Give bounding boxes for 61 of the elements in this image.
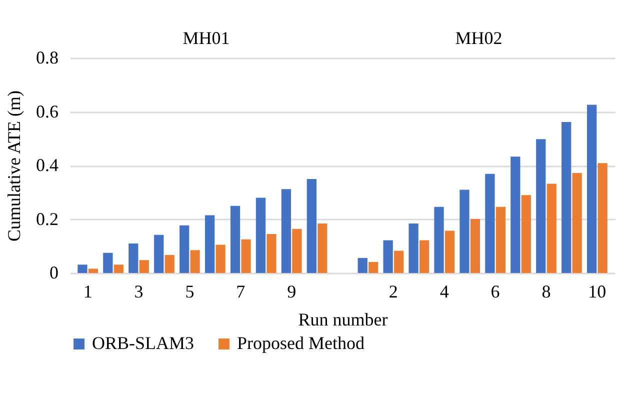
bar [180, 225, 190, 273]
y-tick-label: 0.2 [36, 208, 58, 229]
text: MH02 [455, 28, 502, 48]
bar [485, 174, 495, 273]
x-tick-label: 3 [134, 282, 144, 302]
legend-label: Proposed Method [237, 333, 364, 353]
bar [292, 228, 302, 273]
x-tick-label: 2 [388, 282, 398, 302]
bar [103, 252, 113, 273]
bar [139, 260, 149, 273]
bar [78, 264, 88, 273]
y-tick-label: 0 [50, 262, 58, 282]
bar [114, 264, 124, 273]
bar [204, 215, 215, 273]
x-tick-label: 5 [185, 282, 194, 302]
x-tick-label: 8 [542, 282, 551, 302]
legend-label: ORB-SLAM3 [92, 333, 194, 353]
text: MH01 [182, 28, 230, 48]
bar [216, 244, 226, 273]
bar [598, 163, 608, 273]
bar [586, 104, 597, 273]
bar [444, 230, 455, 273]
bar [368, 262, 378, 273]
x-tick-label: 7 [236, 282, 246, 302]
bar [306, 178, 316, 273]
bar [496, 206, 506, 273]
bar [408, 224, 418, 273]
bar [230, 206, 240, 273]
bar [164, 254, 174, 273]
bar [154, 234, 164, 273]
bar [190, 250, 200, 273]
bar [394, 250, 404, 273]
bar [536, 139, 546, 273]
y-tick-label: 0.4 [36, 155, 58, 175]
bar [281, 189, 292, 273]
bar [434, 206, 444, 273]
x-tick-label: 10 [588, 282, 606, 302]
bar [470, 218, 480, 273]
x-axis-title: Run number [298, 310, 388, 330]
bar [572, 173, 582, 273]
y-tick-label: 0.6 [36, 101, 58, 122]
bar [128, 243, 138, 273]
bar [358, 258, 368, 273]
bar [383, 240, 393, 273]
bar [241, 239, 251, 273]
x-tick-label: 9 [287, 282, 296, 302]
bar [266, 234, 276, 273]
x-tick-label: 4 [440, 282, 449, 302]
x-tick-label: 1 [83, 282, 92, 302]
x-tick-label: 6 [490, 282, 500, 302]
bar [318, 224, 328, 273]
bar [510, 156, 520, 273]
bar [521, 195, 531, 273]
bar [88, 268, 98, 273]
bar [256, 198, 266, 273]
y-tick-label: 0.8 [36, 48, 58, 68]
bar [562, 122, 572, 273]
bar [460, 190, 470, 273]
y-axis-title: Cumulative ATE (m) [4, 90, 24, 242]
bar [419, 240, 430, 273]
bar [546, 184, 556, 273]
